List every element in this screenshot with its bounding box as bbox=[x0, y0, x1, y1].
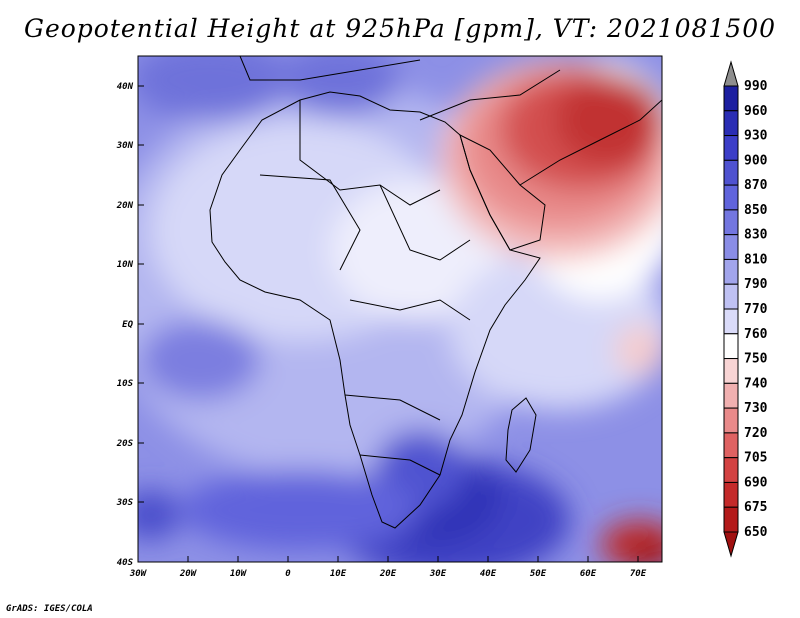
colorbar-segment bbox=[723, 358, 739, 384]
colorbar-label: 675 bbox=[744, 500, 767, 515]
colorbar-segment bbox=[723, 209, 739, 236]
map-frame bbox=[137, 55, 663, 563]
colorbar: 990 960 930 900 870 850 830 810 790 770 760 750 740 7… bbox=[723, 60, 768, 558]
colorbar-segment bbox=[723, 258, 739, 285]
latitude-labels: 40N 30N 20N 10N EQ 10S 20S 30S 40S bbox=[116, 82, 134, 568]
colorbar-segment bbox=[723, 407, 739, 434]
lon-tick-label: 60E bbox=[580, 569, 597, 579]
colorbar-segment bbox=[723, 110, 739, 137]
colorbar-segment bbox=[723, 135, 739, 161]
lon-tick-label: 50E bbox=[530, 569, 547, 579]
colorbar-label: 790 bbox=[744, 277, 768, 292]
colorbar-label: 760 bbox=[744, 327, 768, 342]
colorbar-label: 750 bbox=[744, 352, 768, 367]
colorbar-label: 930 bbox=[744, 129, 768, 144]
lon-tick-label: 10E bbox=[330, 569, 347, 579]
colorbar-segment bbox=[723, 432, 739, 459]
lat-tick-label: 40S bbox=[117, 558, 134, 568]
lat-tick-label: 40N bbox=[117, 82, 134, 92]
colorbar-label: 720 bbox=[744, 426, 768, 441]
lon-tick-label: 20E bbox=[379, 569, 397, 579]
colorbar-label: 770 bbox=[744, 302, 768, 317]
colorbar-label: 810 bbox=[744, 252, 768, 267]
lat-tick-label: 30N bbox=[116, 141, 134, 151]
colorbar-label: 900 bbox=[744, 153, 768, 168]
lat-tick-label: 30S bbox=[116, 498, 134, 508]
colorbar-label: 870 bbox=[744, 178, 768, 193]
colorbar-segment bbox=[723, 308, 739, 335]
lon-tick-label: 20W bbox=[179, 569, 198, 579]
colorbar-label: 830 bbox=[744, 228, 768, 243]
colorbar-cap-bottom bbox=[723, 531, 739, 558]
height-field bbox=[138, 56, 662, 562]
colorbar-label: 690 bbox=[744, 475, 768, 490]
colorbar-segment bbox=[723, 506, 739, 533]
colorbar-segment bbox=[723, 283, 739, 310]
lon-tick-label: 0 bbox=[285, 569, 291, 579]
lat-tick-label: EQ bbox=[122, 320, 133, 330]
coastlines bbox=[209, 56, 662, 529]
colorbar-cap-top bbox=[723, 60, 739, 87]
lat-tick-label: 10N bbox=[117, 260, 134, 270]
lon-tick-label: 70E bbox=[630, 569, 647, 579]
lon-tick-label: 10W bbox=[230, 569, 248, 579]
colorbar-segment bbox=[723, 184, 739, 211]
colorbar-label: 730 bbox=[744, 401, 768, 416]
lat-tick-label: 20S bbox=[116, 439, 134, 449]
colorbar-segment bbox=[723, 457, 739, 483]
axis-ticks bbox=[138, 85, 639, 562]
lon-tick-label: 30E bbox=[429, 569, 447, 579]
chart-title: Geopotential Height at 925hPa [gpm], VT:… bbox=[23, 14, 777, 43]
colorbar-segment bbox=[723, 333, 739, 360]
colorbar-label: 990 bbox=[744, 79, 768, 94]
colorbar-segment bbox=[723, 481, 739, 508]
colorbar-segment bbox=[723, 382, 739, 409]
footer-credit: GrADS: IGES/COLA bbox=[6, 604, 93, 614]
lat-tick-label: 10S bbox=[117, 379, 134, 389]
lat-tick-label: 20N bbox=[116, 201, 134, 211]
colorbar-segment bbox=[723, 159, 739, 186]
colorbar-label: 705 bbox=[744, 451, 767, 466]
colorbar-label: 960 bbox=[744, 104, 768, 119]
lon-tick-label: 30W bbox=[129, 569, 148, 579]
colorbar-label: 740 bbox=[744, 376, 768, 391]
lon-tick-label: 40E bbox=[480, 569, 497, 579]
colorbar-segment bbox=[723, 234, 739, 260]
colorbar-label: 850 bbox=[744, 203, 768, 218]
colorbar-label: 650 bbox=[744, 525, 768, 540]
longitude-labels: 30W 20W 10W 0 10E 20E 30E 40E 50E 60E 70… bbox=[129, 569, 647, 579]
colorbar-segment bbox=[723, 85, 739, 112]
